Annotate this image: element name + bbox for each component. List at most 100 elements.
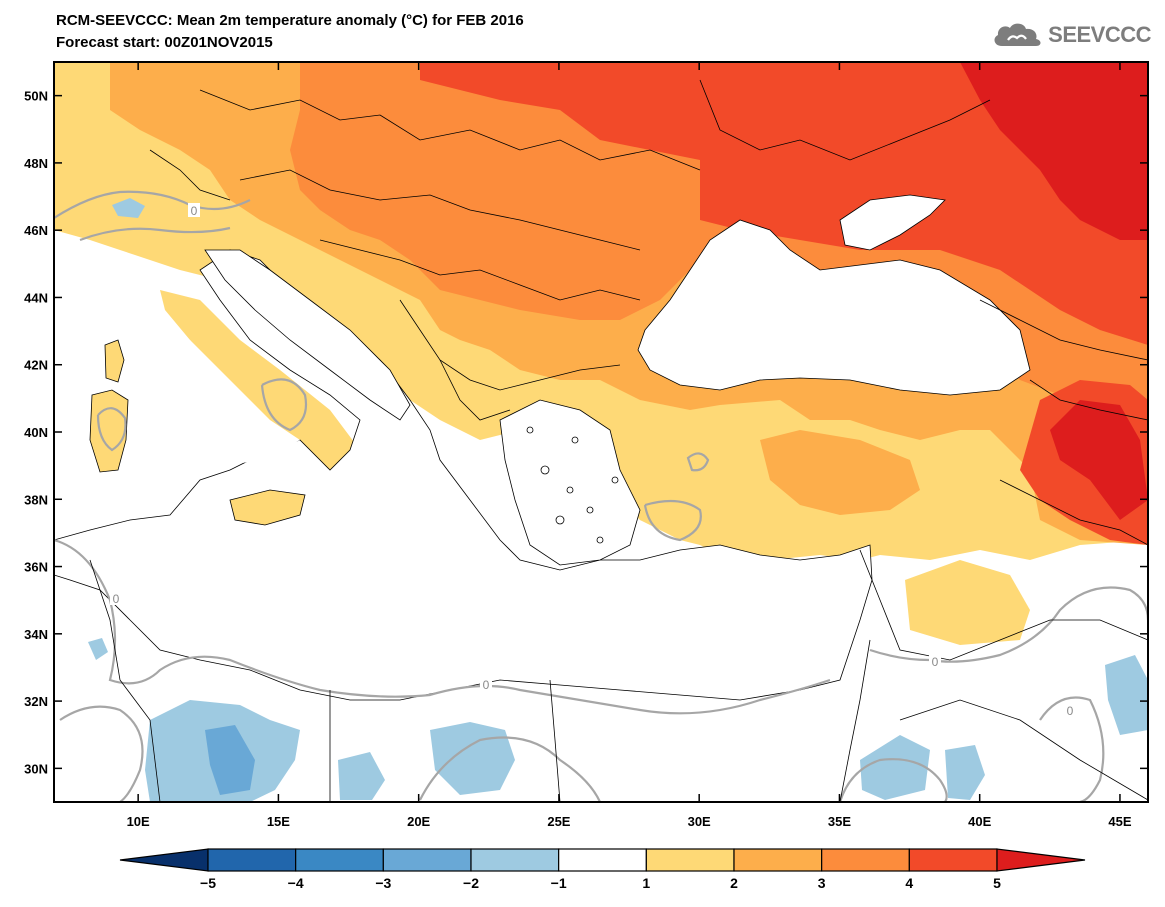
colorbar-swatch — [645, 848, 735, 872]
anomaly-neg-1-arabia — [1105, 655, 1148, 735]
y-tick-label: 50N — [24, 89, 48, 104]
colorbar-max-triangle — [996, 848, 1086, 872]
anomaly-level-5-caucasus — [1050, 400, 1148, 520]
x-tick-label: 45E — [1108, 814, 1131, 829]
border-line-3 — [319, 239, 641, 301]
border-line-6 — [699, 79, 991, 161]
y-tick-label: 40N — [24, 425, 48, 440]
island-2 — [566, 486, 574, 494]
y-tick-label: 48N — [24, 156, 48, 171]
contour-label-bg — [929, 654, 941, 668]
island-8 — [611, 476, 619, 484]
seevccc-logo: SEEVCCC — [990, 20, 1151, 50]
anomaly-neg-1-sinai — [860, 735, 930, 800]
contour-label: 0 — [1067, 704, 1074, 718]
forecast-start-label: Forecast start: 00Z01NOV2015 — [56, 34, 273, 51]
x-tick-label: 20E — [407, 814, 430, 829]
y-tick-label: 44N — [24, 290, 48, 305]
zero-contour-turkey-center — [686, 452, 710, 472]
border-line-2 — [239, 169, 641, 251]
mediterranean-sea — [54, 249, 873, 701]
anomaly-level-1-italy — [160, 290, 360, 480]
zero-contour-libya — [59, 705, 144, 802]
contour-labels: 0 0 0 0 0 — [110, 203, 1076, 718]
anomaly-neg-1-tunisia — [88, 638, 108, 660]
zero-contour-levant — [869, 586, 1148, 663]
border-line-14 — [89, 559, 161, 802]
zero-contour-north-africa — [54, 538, 831, 715]
anomaly-neg-1-mid-egypt — [338, 752, 385, 800]
y-tick-label: 42N — [24, 358, 48, 373]
contour-label-bg — [1064, 703, 1076, 717]
longitude-axis: 10E 15E 20E 25E 30E 35E 40E 45E — [127, 62, 1132, 829]
x-tick-label: 10E — [127, 814, 150, 829]
x-tick-label: 40E — [968, 814, 991, 829]
logo-text: SEEVCCC — [1048, 22, 1151, 47]
anomaly-level-5 — [960, 62, 1148, 240]
colorbar-level-label: −5 — [200, 875, 216, 891]
y-tick-label: 38N — [24, 492, 48, 507]
colorbar-swatch — [295, 848, 384, 872]
aegean-islands — [526, 426, 619, 544]
zero-contours — [54, 190, 1148, 802]
island-7 — [526, 426, 534, 434]
anomaly-level-2-anatolia — [760, 430, 920, 515]
colorbar-swatch — [733, 848, 823, 872]
border-line-1 — [199, 89, 701, 171]
anomaly-level-1-levant — [905, 560, 1030, 645]
border-line-11 — [899, 699, 1148, 801]
colorbar: −5 −4 −3 −2 −1 1 2 3 4 5 — [119, 848, 1086, 891]
contour-label-bg — [480, 677, 492, 691]
anomaly-neg-1-alps — [112, 198, 145, 218]
colorbar-level-label: 3 — [818, 875, 826, 891]
corsica — [104, 339, 125, 383]
x-tick-label: 25E — [547, 814, 570, 829]
island-6 — [571, 436, 579, 444]
border-line-9 — [859, 549, 1148, 661]
colorbar-swatch — [470, 848, 560, 872]
y-tick-label: 36N — [24, 560, 48, 575]
colorbar-level-label: −3 — [375, 875, 391, 891]
y-tick-label: 46N — [24, 223, 48, 238]
tyrrhenian-sea — [110, 320, 300, 470]
colorbar-swatch — [821, 848, 910, 872]
adriatic-sea — [204, 249, 411, 421]
border-line-4 — [399, 299, 621, 391]
island-1 — [540, 465, 550, 475]
black-sea — [637, 219, 1031, 396]
x-tick-label: 35E — [828, 814, 851, 829]
sea-of-azov — [839, 194, 946, 251]
colorbar-swatch — [558, 848, 647, 872]
x-tick-label: 15E — [267, 814, 290, 829]
zero-contour-sardinia — [96, 407, 127, 452]
contour-label: 0 — [113, 592, 120, 606]
colorbar-swatch — [207, 848, 297, 872]
colorbar-level-label: 5 — [993, 875, 1001, 891]
zero-contour-italy-south — [260, 378, 308, 432]
contour-label: 0 — [191, 204, 198, 218]
anomaly-neg-1-sinai-east — [945, 745, 985, 800]
zero-contour-anatolia — [643, 499, 702, 542]
contour-label-bg — [188, 203, 200, 217]
y-tick-label: 32N — [24, 694, 48, 709]
border-line-15 — [999, 479, 1148, 546]
colorbar-swatch — [908, 848, 998, 872]
anomaly-neg-1-egypt — [430, 722, 515, 795]
border-line-7 — [979, 299, 1148, 361]
colorbar-swatch — [382, 848, 472, 872]
colorbar-level-label: −2 — [463, 875, 479, 891]
zero-contour-arabia — [1039, 696, 1105, 802]
contour-label-bg — [110, 591, 122, 605]
x-tick-label: 30E — [688, 814, 711, 829]
colorbar-level-label: 1 — [642, 875, 650, 891]
y-tick-label: 30N — [24, 761, 48, 776]
map-title: RCM-SEEVCCC: Mean 2m temperature anomaly… — [56, 12, 524, 29]
border-line-5 — [439, 359, 511, 421]
colorbar-level-label: 4 — [905, 875, 913, 891]
zero-contour-alps-lower — [79, 226, 231, 242]
zero-contour-egypt — [419, 736, 602, 802]
y-tick-label: 34N — [24, 627, 48, 642]
colorbar-min-triangle — [119, 848, 209, 872]
aegean-sea — [499, 399, 641, 566]
